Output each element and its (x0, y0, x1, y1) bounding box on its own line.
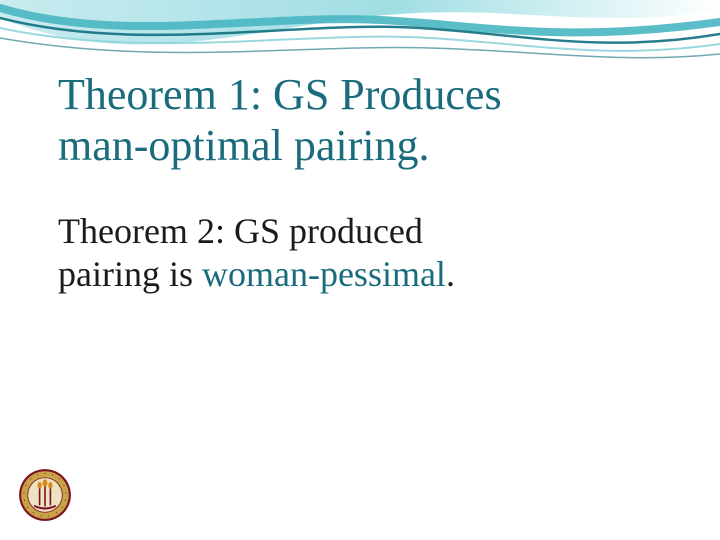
university-seal-icon (18, 468, 72, 522)
slide-body: Theorem 2: GS produced pairing is woman-… (58, 210, 660, 296)
wave-decoration (0, 0, 720, 74)
body-line-2-suffix: . (446, 254, 455, 294)
slide: Theorem 1: GS Produces man-optimal pairi… (0, 0, 720, 540)
body-line-2-em: woman-pessimal (202, 254, 446, 294)
slide-title: Theorem 1: GS Produces man-optimal pairi… (58, 70, 680, 171)
body-line-1: Theorem 2: GS produced (58, 211, 423, 251)
title-line-1: Theorem 1: GS Produces (58, 70, 502, 119)
body-line-2-prefix: pairing is (58, 254, 202, 294)
title-line-2: man-optimal pairing. (58, 121, 429, 170)
